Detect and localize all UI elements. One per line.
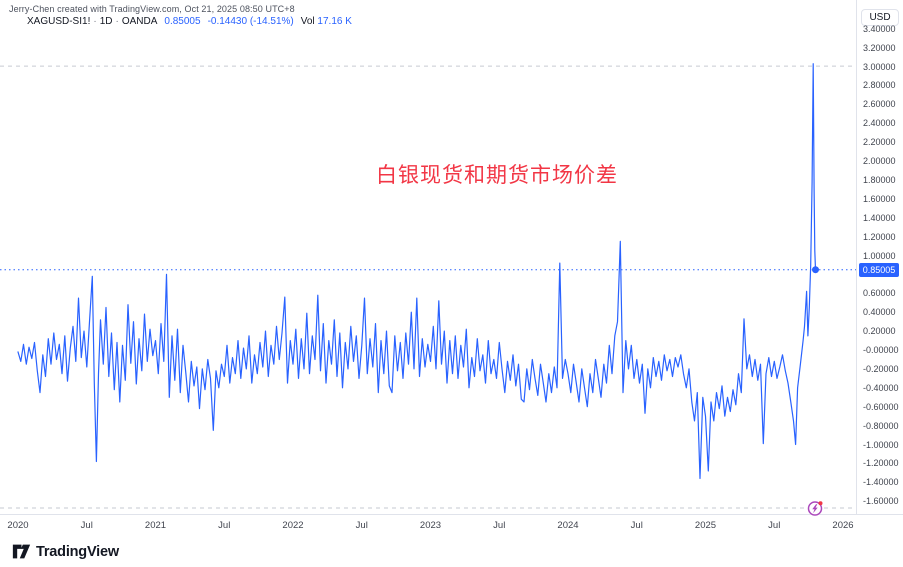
currency-toggle-button[interactable]: USD xyxy=(861,9,899,26)
flash-event-marker-icon[interactable] xyxy=(805,498,826,519)
time-axis-label: 2023 xyxy=(419,520,442,531)
legend-separator: · xyxy=(93,16,97,27)
current-price-badge: 0.85005 xyxy=(859,262,899,277)
price-axis-label: -0.60000 xyxy=(863,401,899,412)
interval-label[interactable]: 1D xyxy=(99,16,113,27)
price-axis-label: 1.60000 xyxy=(863,193,896,204)
price-axis-label: -1.40000 xyxy=(863,477,899,488)
price-axis-label: 2.00000 xyxy=(863,156,896,167)
price-axis-label: -1.00000 xyxy=(863,439,899,450)
time-axis-label: 2022 xyxy=(282,520,304,531)
price-axis-label: 1.40000 xyxy=(863,212,896,223)
exchange-label: OANDA xyxy=(121,16,158,27)
chart-canvas[interactable] xyxy=(0,0,856,514)
last-value-dot xyxy=(812,266,819,274)
price-axis-label: -0.00000 xyxy=(863,345,899,356)
price-axis-label: 2.20000 xyxy=(863,137,896,148)
legend-separator: · xyxy=(115,16,119,27)
price-change-value: -0.14430 (-14.51%) xyxy=(207,16,294,27)
price-axis[interactable]: USD 0.85005 3.40000 3.20000 3.00000 2.80000… xyxy=(856,0,903,535)
time-axis-label: 2025 xyxy=(694,520,717,531)
time-axis[interactable]: 2020 Jul 2021 Jul 2022 Jul 2023 Jul 2024 Jul 2025 J… xyxy=(0,514,903,536)
price-axis-label: 3.20000 xyxy=(863,42,896,53)
price-axis-label: 0.60000 xyxy=(863,288,896,299)
price-axis-label: 3.00000 xyxy=(863,61,896,72)
symbol-legend: XAGUSD-SI1! · 1D · OANDA 0.85005 -0.14430 (-14… xyxy=(27,16,352,27)
reference-lines-group xyxy=(0,65,856,509)
time-axis-label: 2020 xyxy=(7,520,29,531)
price-axis-label: 1.20000 xyxy=(863,231,896,242)
volume-label: Vol xyxy=(300,16,315,27)
attribution-text: Jerry-Chen created with TradingView.com,… xyxy=(9,4,295,14)
time-axis-label: Jul xyxy=(355,520,368,531)
spread-series-line xyxy=(17,63,817,480)
price-axis-label: 1.80000 xyxy=(863,174,896,185)
price-axis-label: 3.40000 xyxy=(863,23,896,34)
time-axis-label: Jul xyxy=(630,520,643,531)
time-axis-label: 2024 xyxy=(557,520,579,531)
price-axis-label: 2.40000 xyxy=(863,118,896,129)
drawing-text-annotation[interactable]: 白银现货和期货市场价差 xyxy=(376,163,618,187)
time-axis-label: Jul xyxy=(80,520,93,531)
symbol-title[interactable]: XAGUSD-SI1! xyxy=(27,16,91,27)
lightning-bolt-icon xyxy=(812,504,818,514)
tradingview-logo[interactable]: TradingView xyxy=(12,542,119,561)
time-axis-label: 2021 xyxy=(144,520,167,531)
price-axis-label: 2.80000 xyxy=(863,80,896,91)
price-axis-label: 1.00000 xyxy=(863,250,896,261)
price-axis-label: -0.40000 xyxy=(863,382,899,393)
price-axis-label: -0.80000 xyxy=(863,420,899,431)
price-axis-label: 0.40000 xyxy=(863,307,896,318)
price-axis-label: 2.60000 xyxy=(863,99,896,110)
price-axis-label: 0.20000 xyxy=(863,326,896,337)
price-axis-label: -1.20000 xyxy=(863,458,899,469)
price-axis-label: -0.20000 xyxy=(863,363,899,374)
volume-value: 17.16 K xyxy=(317,16,352,27)
time-axis-label: Jul xyxy=(768,520,781,531)
price-axis-label: -1.60000 xyxy=(863,496,899,507)
time-axis-label: 2026 xyxy=(832,520,854,531)
tradingview-logo-icon xyxy=(12,544,31,559)
time-axis-label: Jul xyxy=(218,520,231,531)
time-axis-label: Jul xyxy=(493,520,506,531)
last-price-value: 0.85005 xyxy=(164,16,201,27)
tradingview-logo-text: TradingView xyxy=(36,543,119,560)
alert-dot-icon xyxy=(818,501,823,506)
